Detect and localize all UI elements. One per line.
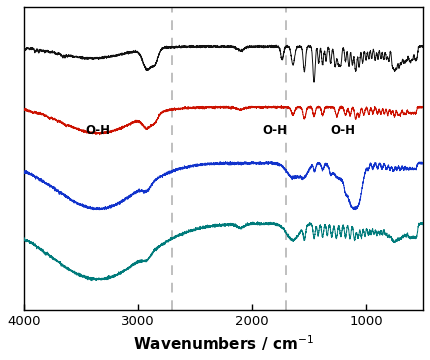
Text: O-H: O-H bbox=[86, 125, 111, 138]
Text: O-H: O-H bbox=[331, 125, 356, 138]
X-axis label: Wavenumbers / cm$^{-1}$: Wavenumbers / cm$^{-1}$ bbox=[133, 333, 314, 353]
Text: O-H: O-H bbox=[262, 125, 287, 138]
